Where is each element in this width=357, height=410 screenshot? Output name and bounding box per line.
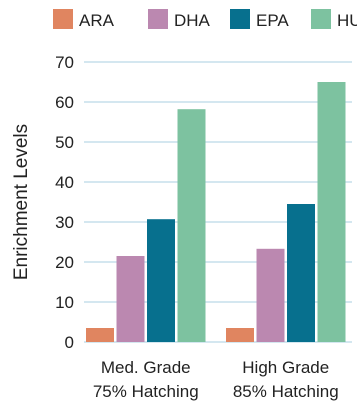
y-tick-label: 0: [65, 333, 74, 352]
legend-swatch: [53, 9, 73, 29]
bar-ara-2: [226, 328, 254, 342]
legend: ARA DHA EPA HUFA n-3: [53, 9, 357, 30]
legend-label: DHA: [174, 11, 211, 30]
bar-hufa-n-3-1: [177, 109, 206, 342]
legend-item-hufa-n-3: HUFA n-3: [311, 9, 357, 30]
legend-label: EPA: [256, 11, 289, 30]
bar-dha-2: [256, 248, 285, 342]
legend-label: ARA: [79, 11, 115, 30]
bars: [86, 82, 346, 342]
x-category-label: Med. Grade: [101, 358, 191, 377]
x-category-label: High Grade: [242, 358, 329, 377]
bar-hufa-n-3-2: [317, 82, 346, 342]
bar-dha-1: [116, 256, 145, 342]
legend-item-ara: ARA: [53, 9, 115, 30]
legend-swatch: [230, 9, 250, 29]
legend-swatch: [148, 9, 168, 29]
y-tick-labels: 0 10 20 30 40 50 60 70: [55, 53, 74, 352]
bar-epa-1: [147, 219, 175, 342]
legend-item-epa: EPA: [230, 9, 289, 30]
legend-swatch: [311, 9, 331, 29]
y-tick-label: 10: [55, 293, 74, 312]
bar-epa-2: [287, 204, 315, 342]
x-category-label: 75% Hatching: [93, 382, 199, 401]
y-tick-label: 60: [55, 93, 74, 112]
y-tick-label: 20: [55, 253, 74, 272]
y-tick-label: 70: [55, 53, 74, 72]
x-category-labels: Med. Grade 75% Hatching High Grade 85% Hatc…: [93, 358, 339, 401]
y-axis-title: Enrichment Levels: [11, 124, 32, 280]
y-tick-label: 40: [55, 173, 74, 192]
legend-item-dha: DHA: [148, 9, 211, 30]
y-tick-label: 50: [55, 133, 74, 152]
y-tick-label: 30: [55, 213, 74, 232]
legend-label: HUFA n-3: [337, 11, 357, 30]
bar-ara-1: [86, 328, 114, 342]
x-category-label: 85% Hatching: [233, 382, 339, 401]
